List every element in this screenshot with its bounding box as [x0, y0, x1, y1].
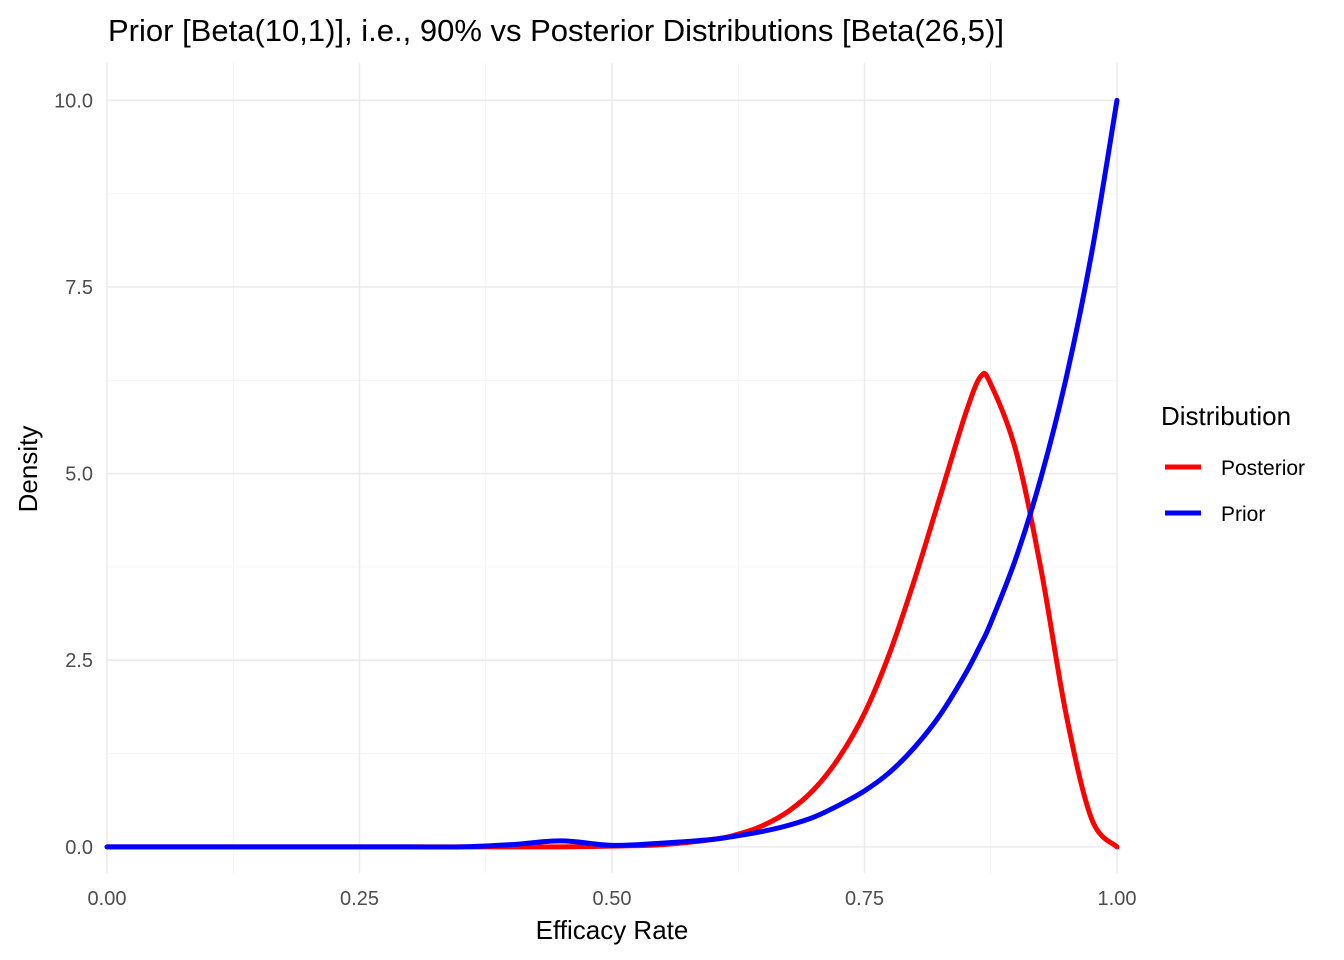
x-tick-label: 0.75 [845, 888, 884, 910]
x-tick-label: 0.50 [593, 888, 632, 910]
legend: Distribution Posterior Prior [1161, 401, 1305, 526]
y-axis-ticks: 0.0 2.5 5.0 7.5 10.0 [54, 90, 93, 859]
chart-title: Prior [Beta(10,1)], i.e., 90% vs Posteri… [108, 13, 1004, 48]
y-tick-label: 2.5 [65, 650, 93, 672]
x-tick-label: 1.00 [1098, 888, 1137, 910]
series-layer [104, 97, 1120, 850]
legend-label-posterior: Posterior [1221, 457, 1305, 480]
series-line-prior [104, 97, 1120, 850]
y-tick-label: 5.0 [65, 464, 93, 486]
legend-label-prior: Prior [1221, 503, 1265, 526]
legend-title: Distribution [1161, 401, 1291, 431]
grid [106, 63, 1118, 873]
x-axis-ticks: 0.00 0.25 0.50 0.75 1.00 [88, 888, 1137, 910]
y-tick-label: 10.0 [54, 90, 93, 112]
x-tick-label: 0.00 [88, 888, 127, 910]
x-tick-label: 0.25 [340, 888, 379, 910]
y-tick-label: 7.5 [65, 277, 93, 299]
y-axis-title: Density [13, 426, 43, 513]
y-tick-label: 0.0 [65, 837, 93, 859]
x-axis-title: Efficacy Rate [536, 915, 689, 945]
